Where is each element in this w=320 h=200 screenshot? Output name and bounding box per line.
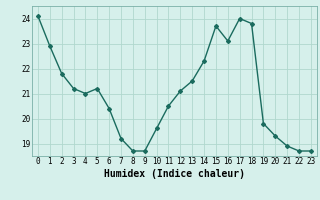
X-axis label: Humidex (Indice chaleur): Humidex (Indice chaleur) — [104, 169, 245, 179]
